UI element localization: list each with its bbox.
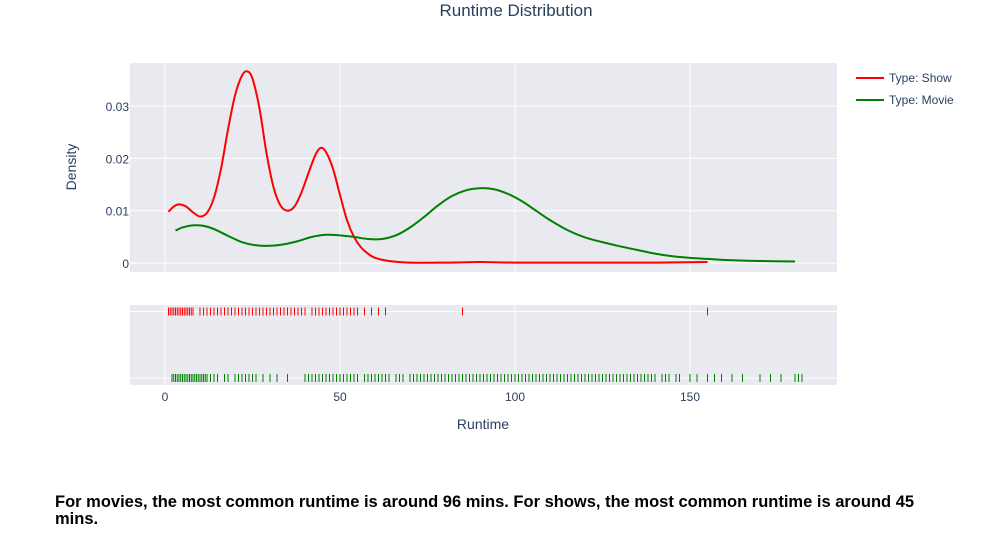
density-plot-area	[130, 63, 837, 272]
x-tick-label: 150	[680, 390, 700, 404]
runtime-distribution-chart: 0 0.01 0.02 0.03 0 50 100 150 Runtime Distributi…	[63, 1, 954, 432]
insight-caption: For movies, the most common runtime is a…	[55, 493, 915, 528]
x-axis-title: Runtime	[457, 416, 509, 432]
legend-label: Type: Show	[889, 71, 952, 85]
y-tick-label: 0	[122, 257, 129, 271]
x-tick-label: 100	[505, 390, 525, 404]
y-tick-label: 0.01	[106, 205, 130, 219]
show-density-curve	[167, 70, 708, 264]
x-tick-label: 50	[333, 390, 347, 404]
y-tick-label: 0.02	[106, 152, 130, 166]
chart-title: Runtime Distribution	[439, 1, 592, 20]
movie-density-curve	[175, 187, 796, 263]
x-tick-label: 0	[162, 390, 169, 404]
rug-plot-area	[130, 305, 837, 385]
y-tick-label: 0.03	[106, 100, 130, 114]
y-axis-title: Density	[63, 144, 79, 191]
legend-label: Type: Movie	[889, 93, 954, 107]
chart-svg: 0 0.01 0.02 0.03 0 50 100 150 Runtime Distributi…	[63, 1, 954, 432]
